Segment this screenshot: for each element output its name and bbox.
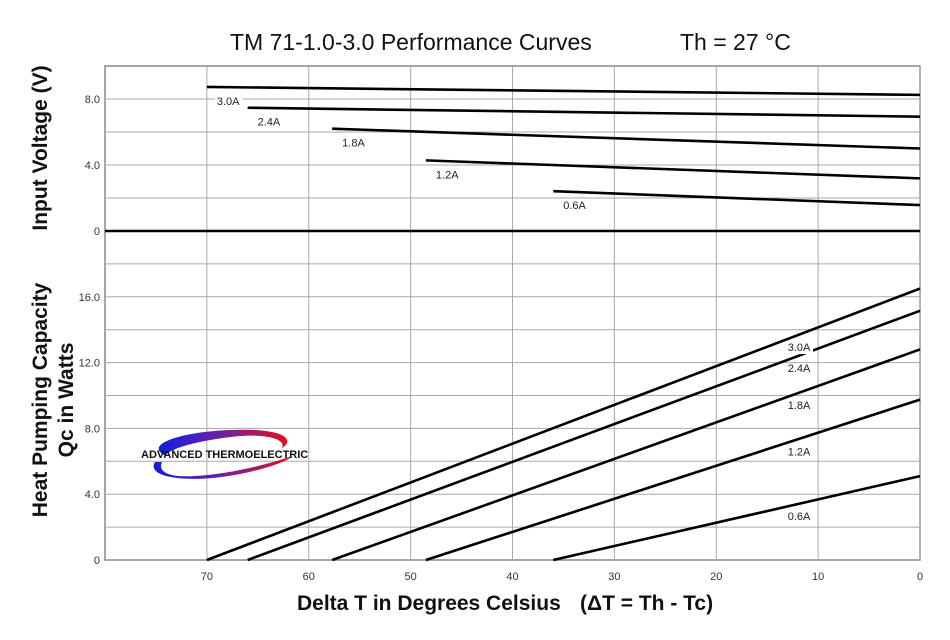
y-tick-label: 0	[94, 226, 100, 238]
series-label-background	[561, 200, 589, 213]
series-label-voltage-1.2A: 1.2A	[436, 169, 459, 181]
series-label-heat-pumping-1.2A: 1.2A	[788, 446, 811, 458]
series-label-background	[433, 169, 462, 182]
series-label-heat-pumping-1.8A: 1.8A	[788, 400, 811, 412]
y-tick-label: 16.0	[79, 292, 100, 304]
y-tick-label: 8.0	[85, 94, 100, 106]
series-label-background	[785, 511, 814, 524]
x-tick-label: 10	[812, 571, 824, 583]
series-line-heat-pumping-1.2A	[425, 398, 921, 562]
x-tick-label: 60	[303, 571, 315, 583]
logo-text: ADVANCED THERMOELECTRIC	[141, 449, 308, 461]
series-label-background	[214, 95, 243, 108]
y-tick-label: 4.0	[85, 160, 100, 172]
y-axis-label-voltage: Input Voltage (V)	[29, 65, 52, 230]
series-line-voltage-3.0A	[206, 85, 921, 97]
series-label-voltage-1.8A: 1.8A	[342, 138, 365, 150]
series-label-heat-pumping-2.4A: 2.4A	[788, 363, 811, 375]
x-axis-label: Delta T in Degrees Celsius	[297, 592, 561, 615]
series-label-voltage-2.4A: 2.4A	[258, 117, 281, 129]
series-label-heat-pumping-0.6A: 0.6A	[788, 511, 811, 523]
chart-subtitle: Th = 27 °C	[680, 29, 791, 55]
x-tick-label: 0	[917, 571, 923, 583]
series-label-background	[785, 363, 814, 376]
x-tick-label: 50	[405, 571, 417, 583]
y-tick-label: 8.0	[85, 423, 100, 435]
series-line-voltage-2.4A	[247, 106, 921, 118]
y-tick-label: 0	[94, 555, 100, 567]
x-tick-label: 30	[608, 571, 620, 583]
series-label-heat-pumping-3.0A: 3.0A	[788, 342, 811, 354]
series-line-heat-pumping-0.6A	[552, 474, 921, 562]
series-line-heat-pumping-3.0A	[206, 287, 921, 562]
series-line-voltage-0.6A	[553, 189, 921, 207]
chart-title: TM 71-1.0-3.0 Performance Curves	[230, 29, 592, 55]
series-line-voltage-1.2A	[425, 159, 921, 180]
series-label-background	[340, 137, 368, 150]
series-label-background	[785, 446, 814, 459]
advanced-thermoelectric-logo: ADVANCED THERMOELECTRIC	[141, 429, 308, 479]
x-tick-label: 20	[710, 571, 722, 583]
series-line-heat-pumping-1.8A	[331, 348, 921, 562]
x-axis-label-note: (ΔT = Th - Tc)	[580, 592, 713, 615]
series-line-voltage-1.8A	[332, 127, 921, 150]
series-label-voltage-0.6A: 0.6A	[563, 200, 586, 212]
y-axis-label-heat: Heat Pumping Capacity	[29, 282, 52, 517]
x-tick-label: 70	[201, 571, 213, 583]
x-tick-label: 40	[506, 571, 518, 583]
y-axis-label-heat-units: Qc in Watts	[55, 343, 78, 458]
series-label-background	[255, 116, 283, 129]
series-label-background	[785, 400, 814, 413]
series-label-background	[785, 342, 814, 355]
y-tick-label: 4.0	[85, 489, 100, 501]
y-tick-label: 12.0	[79, 358, 100, 370]
series-label-voltage-3.0A: 3.0A	[217, 96, 240, 108]
